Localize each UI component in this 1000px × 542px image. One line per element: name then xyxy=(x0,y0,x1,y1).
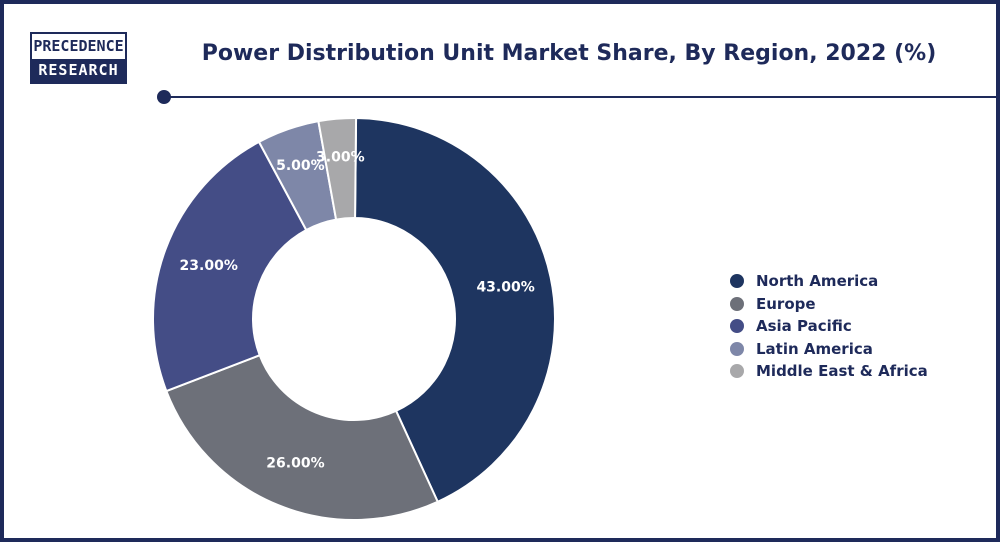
legend-label: Asia Pacific xyxy=(756,317,852,336)
title-rule-line xyxy=(169,96,1000,98)
slice-europe xyxy=(165,353,440,521)
legend-swatch xyxy=(730,364,744,379)
slice-value-label: 26.00% xyxy=(266,456,324,472)
logo-line-1: PRECEDENCE xyxy=(32,34,125,59)
chart-title: Power Distribution Unit Market Share, By… xyxy=(201,41,937,66)
legend-label: North America xyxy=(756,272,879,291)
legend-item: North America xyxy=(730,270,928,293)
title-rule-dot xyxy=(157,90,171,104)
chart-legend: North America Europe Asia Pacific Latin Ame… xyxy=(730,270,928,383)
slice-value-label: 23.00% xyxy=(180,258,238,274)
slice-asia-pacific xyxy=(152,140,308,393)
legend-item: Asia Pacific xyxy=(730,315,928,338)
slice-value-label: 3.00% xyxy=(316,150,365,166)
slice-middle-east-africa xyxy=(317,117,358,221)
legend-item: Middle East & Africa xyxy=(730,360,928,383)
legend-item: Europe xyxy=(730,293,928,316)
slice-value-label: 5.00% xyxy=(276,158,325,174)
legend-label: Latin America xyxy=(756,339,873,358)
legend-swatch xyxy=(730,296,744,311)
legend-item: Latin America xyxy=(730,338,928,361)
slice-north-america xyxy=(354,116,556,504)
logo-line-2: RESEARCH xyxy=(32,59,125,82)
legend-swatch xyxy=(730,319,744,334)
precedence-research-logo: PRECEDENCE RESEARCH xyxy=(30,32,127,84)
legend-swatch xyxy=(730,274,744,289)
legend-swatch xyxy=(730,341,744,356)
legend-label: Middle East & Africa xyxy=(756,362,928,381)
legend-label: Europe xyxy=(756,294,816,313)
slice-value-label: 43.00% xyxy=(476,280,534,296)
